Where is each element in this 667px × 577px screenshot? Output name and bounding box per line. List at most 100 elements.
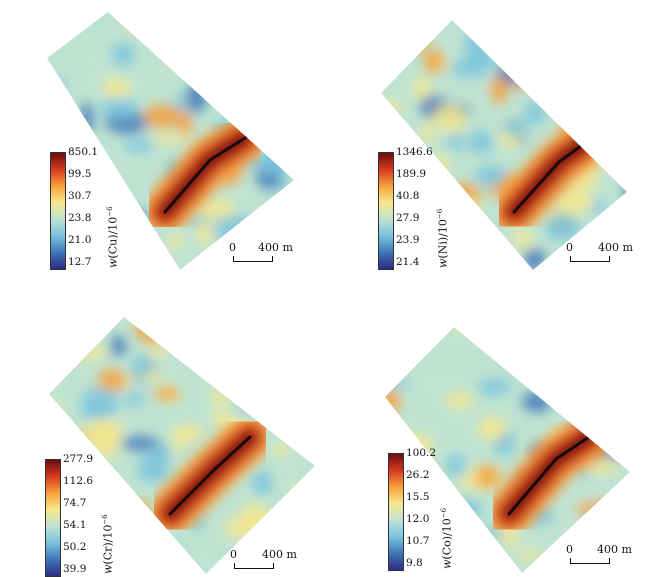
- anomaly-blob: [574, 123, 590, 134]
- cu-colorbar: [50, 152, 66, 270]
- anomaly-blob: [152, 317, 197, 319]
- anomaly-blob: [125, 392, 144, 407]
- anomaly-blob: [276, 14, 294, 44]
- anomaly-blob: [210, 388, 230, 407]
- anomaly-blob: [168, 17, 202, 48]
- anomaly-blob: [58, 120, 79, 134]
- anomaly-blob: [606, 92, 624, 118]
- anomaly-blob: [53, 77, 66, 91]
- panel-cu-map: 850.1 99.5 30.7 23.8 21.0 12.7 w(Cu)/10−…: [0, 0, 333, 288]
- anomaly-blob: [147, 12, 170, 20]
- anomaly-blob: [47, 27, 57, 43]
- co-tick-0: 100.2: [406, 447, 437, 459]
- anomaly-blob: [630, 419, 656, 437]
- anomaly-blob: [410, 32, 427, 53]
- anomaly-blob: [134, 317, 172, 344]
- anomaly-blob: [283, 106, 294, 127]
- co-scale-label: 400 m: [597, 543, 632, 556]
- co-tick-2: 15.5: [406, 491, 430, 503]
- anomaly-blob: [555, 184, 593, 215]
- anomaly-blob: [81, 12, 104, 18]
- anomaly-blob: [522, 391, 552, 413]
- anomaly-blob: [154, 387, 180, 401]
- anomaly-blob: [200, 32, 218, 52]
- co-tick-3: 12.0: [406, 513, 430, 525]
- anomaly-blob: [576, 499, 615, 518]
- anomaly-blob: [262, 332, 293, 360]
- cr-tick-0: 277.9: [63, 453, 94, 465]
- ni-tick-4: 23.9: [396, 234, 420, 246]
- anomaly-blob: [594, 296, 618, 307]
- anomaly-blob: [469, 130, 494, 155]
- anomaly-blob: [569, 84, 598, 95]
- anomaly-blob: [47, 96, 57, 115]
- anomaly-blob: [124, 262, 140, 270]
- anomaly-blob: [187, 16, 201, 31]
- anomaly-blob: [257, 51, 294, 70]
- anomaly-blob: [445, 392, 474, 409]
- cr-scale-zero: 0: [230, 548, 237, 561]
- cr-scale-bar: [234, 563, 274, 569]
- anomaly-blob: [432, 103, 468, 133]
- anomaly-blob: [466, 551, 500, 573]
- cr-tick-5: 39.9: [63, 563, 87, 575]
- anomaly-blob: [142, 104, 182, 129]
- anomaly-blob: [611, 220, 627, 229]
- anomaly-blob: [532, 361, 575, 382]
- anomaly-blob: [286, 317, 314, 340]
- anomaly-blob: [185, 216, 211, 225]
- anomaly-blob: [544, 84, 568, 112]
- anomaly-blob: [623, 109, 627, 135]
- anomaly-blob: [109, 335, 127, 357]
- panel-co-map: 100.2 26.2 15.5 12.0 10.7 9.8 w(Co)/10−6…: [334, 289, 667, 577]
- anomaly-blob: [451, 58, 488, 80]
- anomaly-blob: [188, 250, 227, 262]
- anomaly-blob: [489, 76, 509, 104]
- anomaly-blob: [270, 355, 302, 365]
- anomaly-blob: [286, 188, 294, 213]
- anomaly-blob: [114, 209, 149, 230]
- anomaly-blob: [160, 544, 180, 574]
- anomaly-blob: [108, 533, 147, 547]
- anomaly-blob: [425, 289, 468, 316]
- anomaly-blob: [139, 370, 164, 382]
- anomaly-blob: [97, 368, 126, 392]
- ni-tick-0: 1346.6: [396, 146, 433, 158]
- anomaly-blob: [624, 327, 630, 335]
- anomaly-blob: [220, 380, 260, 396]
- co-scale-zero: 0: [566, 543, 573, 556]
- anomaly-blob: [49, 400, 61, 424]
- cu-scale-label: 400 m: [258, 241, 293, 254]
- anomaly-blob: [82, 418, 124, 443]
- anomaly-blob: [578, 23, 610, 47]
- anomaly-blob: [594, 292, 633, 310]
- anomaly-blob: [405, 375, 445, 391]
- anomaly-blob: [385, 388, 401, 415]
- cu-scale-bar: [233, 256, 273, 262]
- anomaly-blob: [90, 261, 106, 270]
- anomaly-blob: [424, 48, 444, 74]
- anomaly-blob: [504, 309, 524, 325]
- cu-tick-4: 21.0: [68, 234, 92, 246]
- anomaly-blob: [221, 317, 250, 330]
- anomaly-blob: [503, 34, 520, 55]
- anomaly-blob: [615, 56, 627, 83]
- map-surface: [49, 317, 315, 574]
- anomaly-blob: [169, 231, 183, 248]
- anomaly-blob: [49, 317, 59, 321]
- anomaly-blob: [381, 100, 403, 114]
- anomaly-blob: [175, 423, 202, 443]
- anomaly-blob: [232, 17, 248, 49]
- anomaly-blob: [504, 354, 537, 363]
- ni-anomaly-map: [381, 20, 627, 270]
- anomaly-blob: [263, 260, 284, 270]
- ore-body-trace: [168, 435, 252, 516]
- anomaly-blob: [102, 76, 131, 98]
- cu-tick-1: 99.5: [68, 168, 92, 180]
- cr-tick-4: 50.2: [63, 541, 87, 553]
- anomaly-blob: [525, 67, 563, 89]
- anomaly-blob: [295, 134, 314, 149]
- cu-anomaly-map: [47, 12, 314, 270]
- anomaly-blob: [61, 119, 80, 136]
- anomaly-blob: [49, 357, 65, 367]
